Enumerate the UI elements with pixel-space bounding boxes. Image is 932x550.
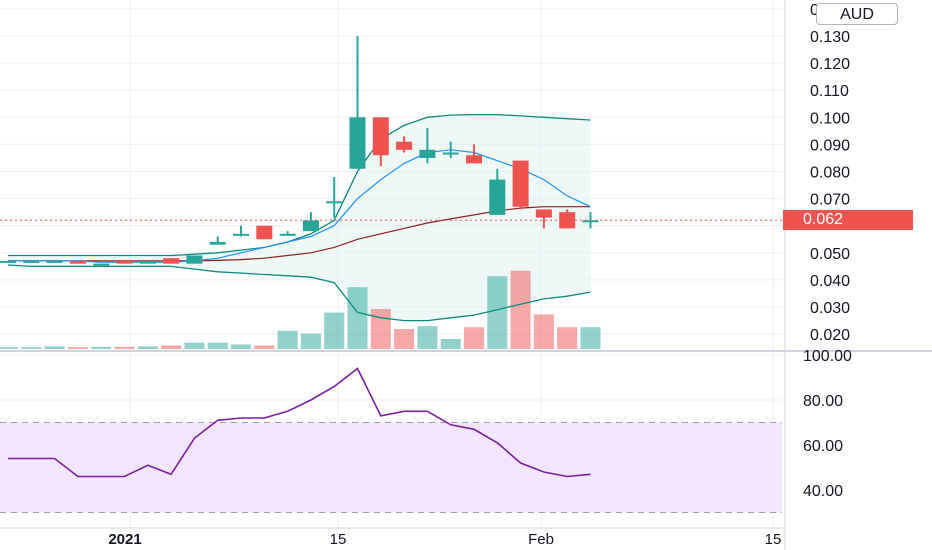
volume-bar bbox=[161, 345, 182, 349]
volume-bar bbox=[0, 347, 18, 349]
candle-body bbox=[279, 233, 296, 236]
currency-button[interactable]: AUD bbox=[816, 3, 898, 25]
bollinger-upper-line bbox=[8, 113, 591, 257]
rsi-tick-label: 80.00 bbox=[803, 393, 843, 410]
candle-body bbox=[46, 260, 63, 263]
candle-body bbox=[209, 241, 226, 245]
candle-body bbox=[396, 141, 413, 150]
volume-bar bbox=[394, 328, 415, 349]
volume-bar bbox=[207, 342, 228, 349]
price-tick-label: 0.030 bbox=[810, 300, 850, 317]
candle-body bbox=[233, 233, 249, 236]
rsi-tick-label: 40.00 bbox=[803, 483, 843, 500]
last-price-badge: 0.062 bbox=[783, 210, 913, 230]
volume-bar bbox=[347, 287, 368, 349]
volume-bar bbox=[533, 314, 554, 349]
volume-bar bbox=[300, 333, 321, 349]
price-tick-label: 0.020 bbox=[810, 327, 850, 344]
candle-body bbox=[559, 212, 576, 229]
price-tick-label: 0.130 bbox=[810, 29, 850, 46]
candle-body bbox=[466, 155, 482, 164]
bollinger-lower-line bbox=[7, 264, 591, 322]
rsi-line bbox=[8, 367, 591, 478]
rsi-tick-label: 100.00 bbox=[803, 348, 852, 365]
candle-body bbox=[442, 152, 459, 155]
candle-body bbox=[535, 209, 552, 218]
volume-bar bbox=[184, 342, 205, 349]
rsi-axis[interactable]: 100.00 80.00 60.00 40.00 bbox=[803, 348, 852, 500]
candle-body bbox=[419, 149, 436, 158]
price-tick-label: 0.050 bbox=[810, 246, 850, 263]
volume-bar bbox=[44, 346, 65, 349]
candle-body bbox=[512, 160, 529, 207]
candle-body bbox=[326, 201, 343, 204]
price-tick-label: 0.100 bbox=[810, 110, 850, 127]
volume-bars bbox=[0, 270, 601, 349]
volume-bar bbox=[487, 276, 508, 349]
candle-body bbox=[163, 258, 180, 264]
price-tick-label: 0.070 bbox=[810, 192, 850, 209]
candle-body bbox=[256, 225, 273, 240]
price-tick-label: 0.110 bbox=[810, 83, 849, 100]
candle-body bbox=[302, 220, 319, 232]
candle-body bbox=[349, 117, 366, 169]
volume-bar bbox=[91, 346, 112, 349]
time-axis[interactable]: 2021 15 Feb 15 bbox=[108, 531, 781, 548]
volume-bar bbox=[580, 327, 601, 349]
candle-body bbox=[0, 260, 16, 263]
volume-bar bbox=[464, 327, 484, 349]
time-tick-label: 2021 bbox=[108, 531, 141, 548]
time-tick-label: Feb bbox=[528, 531, 554, 548]
volume-bar bbox=[137, 346, 158, 349]
candle-body bbox=[186, 255, 203, 264]
price-tick-label: 0.120 bbox=[810, 56, 850, 73]
volume-bar bbox=[417, 326, 438, 349]
time-tick-label: 15 bbox=[765, 531, 782, 548]
rsi-tick-label: 60.00 bbox=[803, 438, 843, 455]
volume-bar bbox=[231, 344, 251, 349]
bollinger-band-fill bbox=[8, 114, 591, 321]
volume-bar bbox=[254, 345, 275, 349]
volume-bar bbox=[114, 346, 135, 349]
price-axis[interactable]: 0.1400.1300.1200.1100.1000.0900.0800.070… bbox=[810, 2, 850, 344]
candle-body bbox=[93, 263, 110, 266]
price-tick-label: 0.080 bbox=[810, 165, 850, 182]
volume-bar bbox=[510, 270, 531, 349]
candle-body bbox=[139, 260, 156, 264]
time-tick-label: 15 bbox=[330, 531, 347, 548]
volume-bar bbox=[277, 330, 298, 349]
volume-bar bbox=[370, 308, 391, 349]
volume-bar bbox=[67, 347, 88, 349]
rsi-band-fill bbox=[0, 422, 782, 513]
candlesticks[interactable] bbox=[0, 36, 599, 266]
volume-bar bbox=[557, 327, 578, 349]
sma-fast-line bbox=[8, 149, 591, 263]
volume-bar bbox=[324, 312, 345, 349]
candle-body bbox=[489, 179, 506, 215]
volume-bar bbox=[440, 338, 461, 349]
candle-body bbox=[116, 260, 133, 264]
candle-body bbox=[69, 260, 86, 264]
price-tick-label: 0.040 bbox=[810, 273, 850, 290]
candle-body bbox=[372, 117, 389, 156]
candle-body bbox=[23, 260, 40, 263]
candle-body bbox=[582, 220, 599, 223]
price-tick-label: 0.090 bbox=[810, 137, 850, 154]
volume-bar bbox=[21, 347, 42, 349]
